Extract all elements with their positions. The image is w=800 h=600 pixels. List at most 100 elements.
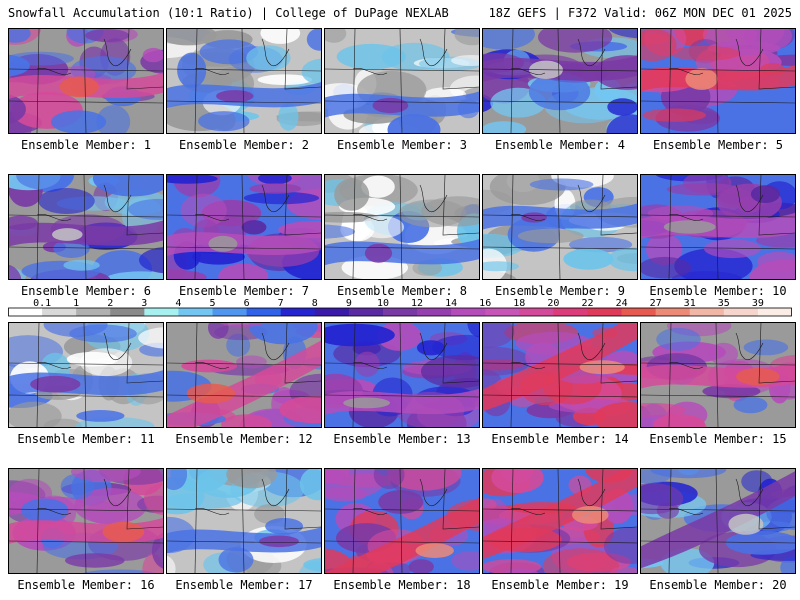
colorbar-tick-label: 9 xyxy=(346,298,352,309)
ensemble-member-label: Ensemble Member: 14 xyxy=(491,432,629,446)
ensemble-member-panel: Ensemble Member: 7 xyxy=(166,174,322,298)
ensemble-member-label: Ensemble Member: 3 xyxy=(336,138,468,152)
colorbar-swatch xyxy=(757,308,792,316)
colorbar-tick-label: 6 xyxy=(244,298,250,309)
ensemble-member-label: Ensemble Member: 18 xyxy=(333,578,471,592)
snowfall-map xyxy=(482,322,638,428)
colorbar-swatch xyxy=(212,308,248,316)
colorbar-swatch xyxy=(485,308,520,316)
snowfall-map xyxy=(8,322,164,428)
ensemble-member-label: Ensemble Member: 13 xyxy=(333,432,471,446)
ensemble-member-panel: Ensemble Member: 18 xyxy=(324,468,480,592)
ensemble-member-label: Ensemble Member: 6 xyxy=(20,284,152,298)
snowfall-map xyxy=(324,174,480,280)
colorbar-swatch xyxy=(519,308,554,316)
ensemble-member-label: Ensemble Member: 20 xyxy=(649,578,787,592)
colorbar-swatch xyxy=(417,308,452,316)
colorbar-swatch xyxy=(246,308,282,316)
ensemble-member-panel: Ensemble Member: 15 xyxy=(640,322,796,446)
colorbar-swatch xyxy=(655,308,691,316)
snowfall-map xyxy=(482,28,638,134)
ensemble-member-panel: Ensemble Member: 3 xyxy=(324,28,480,152)
run-valid-info: 18Z GEFS | F372 Valid: 06Z MON DEC 01 20… xyxy=(488,6,792,20)
snowfall-map xyxy=(482,174,638,280)
colorbar-swatch xyxy=(587,308,623,316)
colorbar-tick-label: 1 xyxy=(73,298,79,309)
ensemble-member-label: Ensemble Member: 4 xyxy=(494,138,626,152)
ensemble-member-label: Ensemble Member: 15 xyxy=(649,432,787,446)
colorbar-tick-label: 8 xyxy=(312,298,318,309)
ensemble-member-label: Ensemble Member: 7 xyxy=(178,284,310,298)
snowfall-map xyxy=(8,28,164,134)
colorbar-swatch xyxy=(451,308,486,316)
ensemble-member-label: Ensemble Member: 5 xyxy=(652,138,784,152)
ensemble-member-label: Ensemble Member: 8 xyxy=(336,284,468,298)
colorbar-tick-label: 27 xyxy=(650,298,662,309)
snowfall-map xyxy=(166,322,322,428)
colorbar-tick-label: 5 xyxy=(209,298,215,309)
ensemble-member-panel: Ensemble Member: 10 xyxy=(640,174,796,298)
snowfall-map xyxy=(8,174,164,280)
colorbar-tick-label: 4 xyxy=(175,298,181,309)
snowfall-map xyxy=(166,28,322,134)
snowfall-map xyxy=(324,28,480,134)
snowfall-map xyxy=(166,174,322,280)
ensemble-member-panel: Ensemble Member: 16 xyxy=(8,468,164,592)
colorbar: 0.1 1 2 3 4 5 6 7 8 9 10 12 14 16 18 20 22 24 27 31 35 39 xyxy=(8,298,792,317)
ensemble-member-panel: Ensemble Member: 11 xyxy=(8,322,164,446)
colorbar-tick-label: 35 xyxy=(718,298,730,309)
colorbar-tick-label: 0.1 xyxy=(33,298,51,309)
ensemble-member-panel: Ensemble Member: 5 xyxy=(640,28,796,152)
ensemble-member-label: Ensemble Member: 16 xyxy=(17,578,155,592)
ensemble-member-panel: Ensemble Member: 19 xyxy=(482,468,638,592)
ensemble-member-label: Ensemble Member: 1 xyxy=(20,138,152,152)
colorbar-swatch xyxy=(689,308,725,316)
colorbar-tick-label: 31 xyxy=(684,298,696,309)
colorbar-swatch xyxy=(723,308,759,316)
ensemble-member-panel: Ensemble Member: 1 xyxy=(8,28,164,152)
ensemble-member-label: Ensemble Member: 11 xyxy=(17,432,155,446)
snowfall-map xyxy=(8,468,164,574)
ensemble-member-panel: Ensemble Member: 2 xyxy=(166,28,322,152)
colorbar-swatch xyxy=(348,308,384,316)
colorbar-swatch xyxy=(280,308,316,316)
colorbar-swatch xyxy=(76,308,111,316)
colorbar-tick-label: 22 xyxy=(581,298,593,309)
ensemble-member-panel: Ensemble Member: 8 xyxy=(324,174,480,298)
colorbar-swatch xyxy=(144,308,179,316)
ensemble-member-label: Ensemble Member: 9 xyxy=(494,284,626,298)
colorbar-swatch xyxy=(553,308,588,316)
colorbar-tick-label: 7 xyxy=(278,298,284,309)
snowfall-map xyxy=(640,174,796,280)
ensemble-member-panel: Ensemble Member: 20 xyxy=(640,468,796,592)
ensemble-member-panel: Ensemble Member: 6 xyxy=(8,174,164,298)
colorbar-tick-label: 12 xyxy=(411,298,423,309)
snowfall-map xyxy=(166,468,322,574)
snowfall-map xyxy=(482,468,638,574)
colorbar-swatch xyxy=(314,308,350,316)
colorbar-tick-label: 10 xyxy=(377,298,389,309)
ensemble-member-panel: Ensemble Member: 12 xyxy=(166,322,322,446)
colorbar-tick-label: 3 xyxy=(141,298,147,309)
colorbar-tick-label: 18 xyxy=(513,298,525,309)
colorbar-tick-label: 20 xyxy=(547,298,559,309)
ensemble-member-panel: Ensemble Member: 4 xyxy=(482,28,638,152)
ensemble-member-panel: Ensemble Member: 14 xyxy=(482,322,638,446)
ensemble-member-label: Ensemble Member: 19 xyxy=(491,578,629,592)
ensemble-member-label: Ensemble Member: 17 xyxy=(175,578,313,592)
snowfall-map xyxy=(640,28,796,134)
ensemble-member-label: Ensemble Member: 12 xyxy=(175,432,313,446)
snowfall-map xyxy=(324,322,480,428)
colorbar-tick-label: 14 xyxy=(445,298,457,309)
colorbar-tick-label: 2 xyxy=(107,298,113,309)
ensemble-member-panel: Ensemble Member: 17 xyxy=(166,468,322,592)
colorbar-swatch xyxy=(382,308,418,316)
colorbar-tick-label: 24 xyxy=(616,298,628,309)
snowfall-map xyxy=(640,322,796,428)
snowfall-map xyxy=(324,468,480,574)
colorbar-swatch xyxy=(8,308,43,316)
colorbar-tick-label: 39 xyxy=(752,298,764,309)
chart-title: Snowfall Accumulation (10:1 Ratio) | Col… xyxy=(8,6,449,20)
ensemble-member-panel: Ensemble Member: 9 xyxy=(482,174,638,298)
colorbar-swatch xyxy=(621,308,657,316)
